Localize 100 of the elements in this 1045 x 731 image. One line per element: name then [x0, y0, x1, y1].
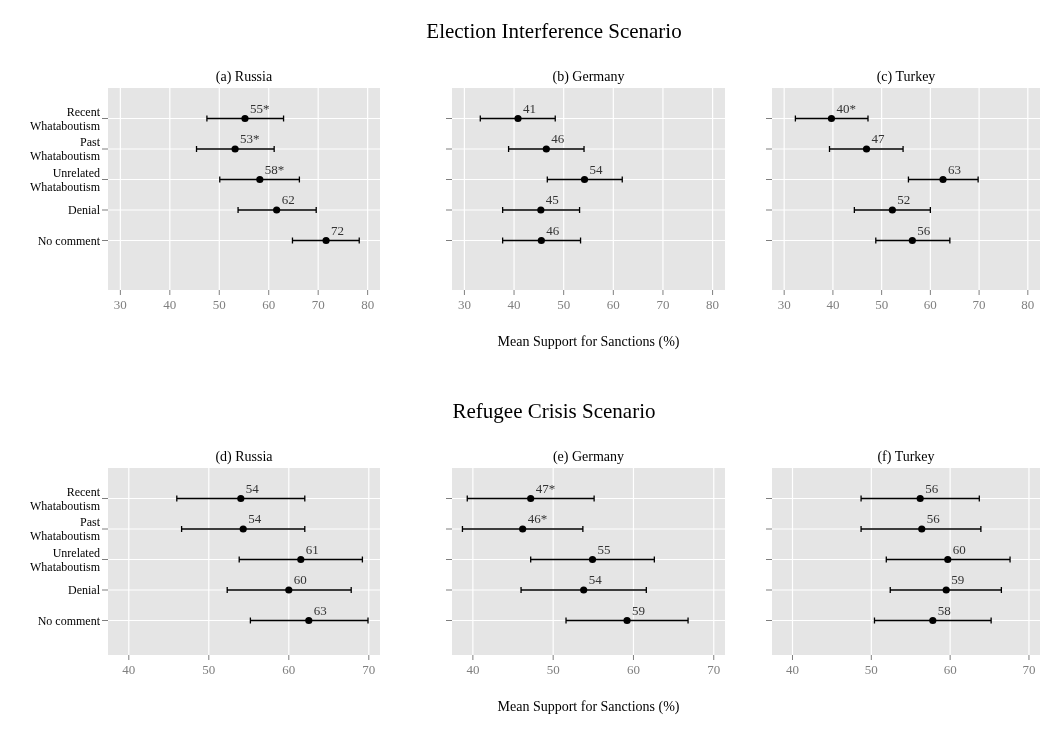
data-label: 72 — [331, 222, 345, 238]
data-label: 55 — [597, 541, 611, 557]
point — [241, 114, 249, 123]
x-tick-label: 40 — [785, 662, 799, 677]
x-tick-label: 50 — [546, 662, 560, 677]
data-label: 41 — [523, 100, 537, 116]
data-label: 61 — [305, 541, 319, 557]
x-tick-label: 30 — [457, 297, 471, 312]
point — [888, 206, 896, 214]
point — [297, 555, 305, 564]
y-tick-label: Denial — [68, 583, 101, 597]
x-tick-label: 60 — [262, 297, 276, 312]
x-tick-label: 70 — [362, 662, 376, 677]
x-tick-label: 30 — [777, 297, 791, 312]
data-label: 58* — [264, 161, 285, 177]
data-label: 60 — [293, 572, 307, 587]
data-label: 46* — [527, 511, 548, 526]
x-axis-title: Mean Support for Sanctions (%) — [497, 699, 680, 715]
point — [944, 555, 952, 564]
point — [514, 114, 522, 123]
x-tick-label: 80 — [361, 297, 375, 312]
chart-title: (a) Russia — [215, 69, 273, 85]
data-label: 59 — [951, 572, 965, 587]
point — [239, 525, 247, 533]
data-label: 46 — [546, 222, 560, 238]
data-label: 54 — [588, 572, 603, 587]
point — [588, 555, 597, 564]
data-label: 56 — [926, 511, 941, 526]
data-label: 60 — [952, 541, 966, 557]
x-tick-label: 50 — [202, 662, 216, 677]
text: Election Interference Scenario — [426, 19, 682, 43]
chart-title: (b) Germany — [552, 69, 625, 85]
point — [542, 145, 550, 153]
x-tick-label: 80 — [1021, 297, 1035, 312]
point — [322, 236, 330, 245]
data-label: 46 — [551, 131, 565, 146]
x-tick-label: 70 — [972, 297, 986, 312]
data-label: 47* — [535, 480, 556, 496]
point — [623, 616, 631, 625]
y-tick-label: Denial — [68, 203, 101, 217]
point — [537, 206, 545, 214]
point — [939, 175, 947, 184]
point — [908, 236, 916, 245]
x-tick-label: 50 — [212, 297, 226, 312]
point — [580, 586, 588, 594]
y-tick-label: Unrelated Whataboutism — [30, 165, 101, 194]
point — [519, 525, 527, 533]
data-label: 63 — [948, 161, 962, 177]
data-label: 54 — [245, 480, 260, 496]
data-label: 45 — [545, 192, 559, 207]
point — [918, 525, 926, 533]
x-tick-label: 40 — [466, 662, 480, 677]
x-tick-label: 70 — [311, 297, 325, 312]
y-tick-label: Recent Whataboutism — [30, 104, 101, 133]
point — [231, 145, 239, 153]
point — [862, 145, 871, 153]
point — [273, 206, 281, 214]
data-label: 54 — [248, 511, 262, 526]
x-tick-label: 60 — [626, 662, 640, 677]
x-tick-label: 70 — [707, 662, 721, 677]
x-tick-label: 50 — [875, 297, 889, 312]
x-tick-label: 40 — [122, 662, 136, 677]
x-tick-label: 80 — [706, 297, 720, 312]
x-tick-label: 40 — [163, 297, 177, 312]
point — [256, 175, 264, 184]
y-tick-label: Past Whataboutism — [30, 135, 101, 163]
point — [537, 236, 545, 245]
x-axis-title: Mean Support for Sanctions (%) — [497, 334, 680, 350]
chart-title: (e) Germany — [552, 449, 625, 465]
data-label: 47 — [871, 131, 886, 146]
data-label: 56 — [925, 480, 939, 496]
data-label: 62 — [281, 192, 295, 207]
data-label: 58 — [937, 602, 951, 618]
data-label: 40* — [836, 100, 856, 116]
x-tick-label: 70 — [1022, 662, 1036, 677]
data-label: 54 — [589, 161, 604, 177]
x-tick-label: 70 — [656, 297, 670, 312]
data-label: 63 — [313, 602, 327, 618]
x-tick-label: 40 — [507, 297, 521, 312]
x-tick-label: 60 — [282, 662, 296, 677]
x-tick-label: 60 — [923, 297, 937, 312]
data-label: 59 — [632, 602, 646, 618]
point — [305, 616, 313, 625]
y-tick-label: No comment — [37, 613, 101, 628]
data-label: 55* — [249, 100, 270, 116]
chart-title: (d) Russia — [215, 449, 274, 465]
text: Refugee Crisis Scenario — [452, 399, 656, 423]
y-tick-label: Recent Whataboutism — [30, 484, 101, 513]
point — [285, 586, 293, 594]
point — [942, 586, 950, 594]
x-tick-label: 60 — [606, 297, 620, 312]
x-tick-label: 60 — [943, 662, 957, 677]
data-label: 53* — [240, 131, 260, 146]
x-tick-label: 30 — [113, 297, 127, 312]
point — [827, 114, 836, 123]
data-label: 52 — [897, 192, 911, 207]
chart-title: (f) Turkey — [877, 449, 935, 465]
point — [916, 494, 924, 503]
y-tick-label: Unrelated Whataboutism — [30, 545, 101, 574]
chart-title: (c) Turkey — [876, 69, 936, 85]
